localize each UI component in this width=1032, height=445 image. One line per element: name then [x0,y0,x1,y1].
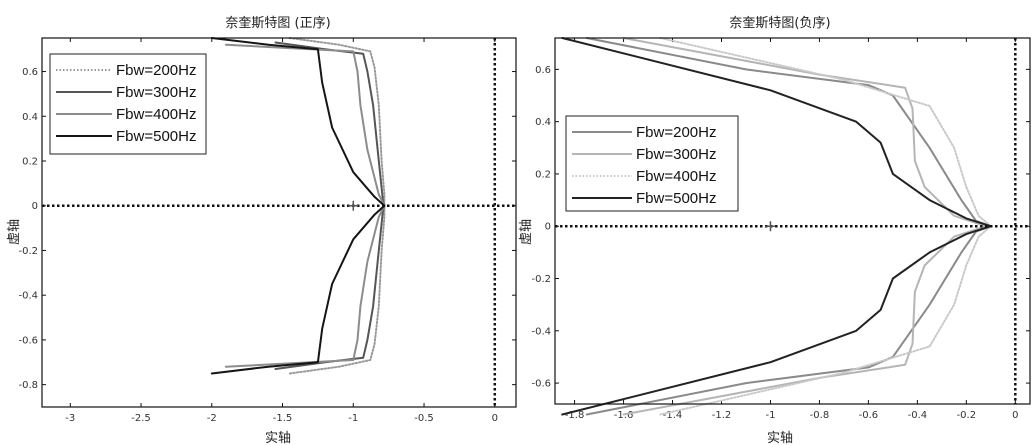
tick-layer: -1.8 -1.6 -1.4 -1.2 -1 -0.8 -0.6 -0.4 -0.2 0 0.6 0.… [531,38,1030,421]
nyquist-positive-sequence-chart: 奈奎斯特图 (正序) 实轴 虚轴 -3 -2.5 -2 -1.5 -1 -0.5 0 0.6 0… [7,16,517,445]
legend-box [49,53,207,155]
y-tick-label: -0.4 [531,326,551,337]
legend-label: Fbw=500Hz [636,190,716,207]
x-tick-label: -2 [207,413,217,424]
legend-label: Fbw=300Hz [116,84,196,101]
y-tick-label: 0.2 [22,157,38,168]
y-tick-label: 0.6 [22,67,38,78]
x-axis-label: 实轴 [265,431,291,445]
legend: Fbw=200Hz Fbw=300Hz Fbw=400Hz Fbw=500Hz [49,53,207,155]
y-tick-label: 0 [545,222,551,233]
x-tick-label: -1 [765,410,775,421]
y-axis-label: 虚轴 [7,219,22,245]
y-tick-label: 0 [32,201,38,212]
x-tick-label: -1.2 [712,410,732,421]
x-tick-label: -0.6 [859,410,879,421]
reference-line-layer [555,38,1030,404]
x-tick-label: -1.4 [663,410,683,421]
legend-label: Fbw=400Hz [116,106,196,123]
x-tick-label: -0.8 [810,410,830,421]
y-tick-label: 0.6 [535,65,551,76]
y-tick-label: 0.4 [535,117,551,128]
y-tick-label: -0.2 [531,274,551,285]
y-tick-label: -0.6 [531,379,551,390]
legend-label: Fbw=200Hz [636,124,716,141]
legend: Fbw=200Hz Fbw=300Hz Fbw=400Hz Fbw=500Hz [565,115,739,212]
nyquist-negative-sequence-chart: 奈奎斯特图(负序) 实轴 虚轴 -1.8 -1.6 -1.4 -1.2 -1 -0.8 -0… [519,16,1031,445]
x-tick-label: -1.6 [614,410,634,421]
x-tick-label: -1.8 [565,410,585,421]
x-tick-label: -3 [65,413,75,424]
y-tick-label: -0.8 [18,380,38,391]
x-tick-label: 0 [492,413,498,424]
chart-title: 奈奎斯特图(负序) [729,16,830,31]
legend-label: Fbw=200Hz [116,62,196,79]
x-tick-label: -0.2 [957,410,977,421]
x-tick-label: -0.4 [908,410,928,421]
plot-frame [554,37,1031,405]
x-tick-label: -2.5 [131,413,151,424]
y-tick-label: 0.2 [535,169,551,180]
legend-label: Fbw=300Hz [636,146,716,163]
legend-label: Fbw=400Hz [636,168,716,185]
y-tick-label: -0.6 [18,335,38,346]
plot-frame [41,37,517,408]
x-tick-label: -0.5 [414,413,434,424]
y-tick-label: -0.2 [18,246,38,257]
x-tick-label: 0 [1012,410,1018,421]
legend-label: Fbw=500Hz [116,128,196,145]
reference-line-layer [42,38,516,407]
x-tick-label: -1 [348,413,358,424]
y-tick-label: -0.4 [18,291,38,302]
x-axis-label: 实轴 [767,431,793,445]
chart-title: 奈奎斯特图 (正序) [225,16,330,31]
y-axis-label: 虚轴 [519,219,534,245]
x-tick-label: -1.5 [273,413,293,424]
y-tick-label: 0.4 [22,112,38,123]
